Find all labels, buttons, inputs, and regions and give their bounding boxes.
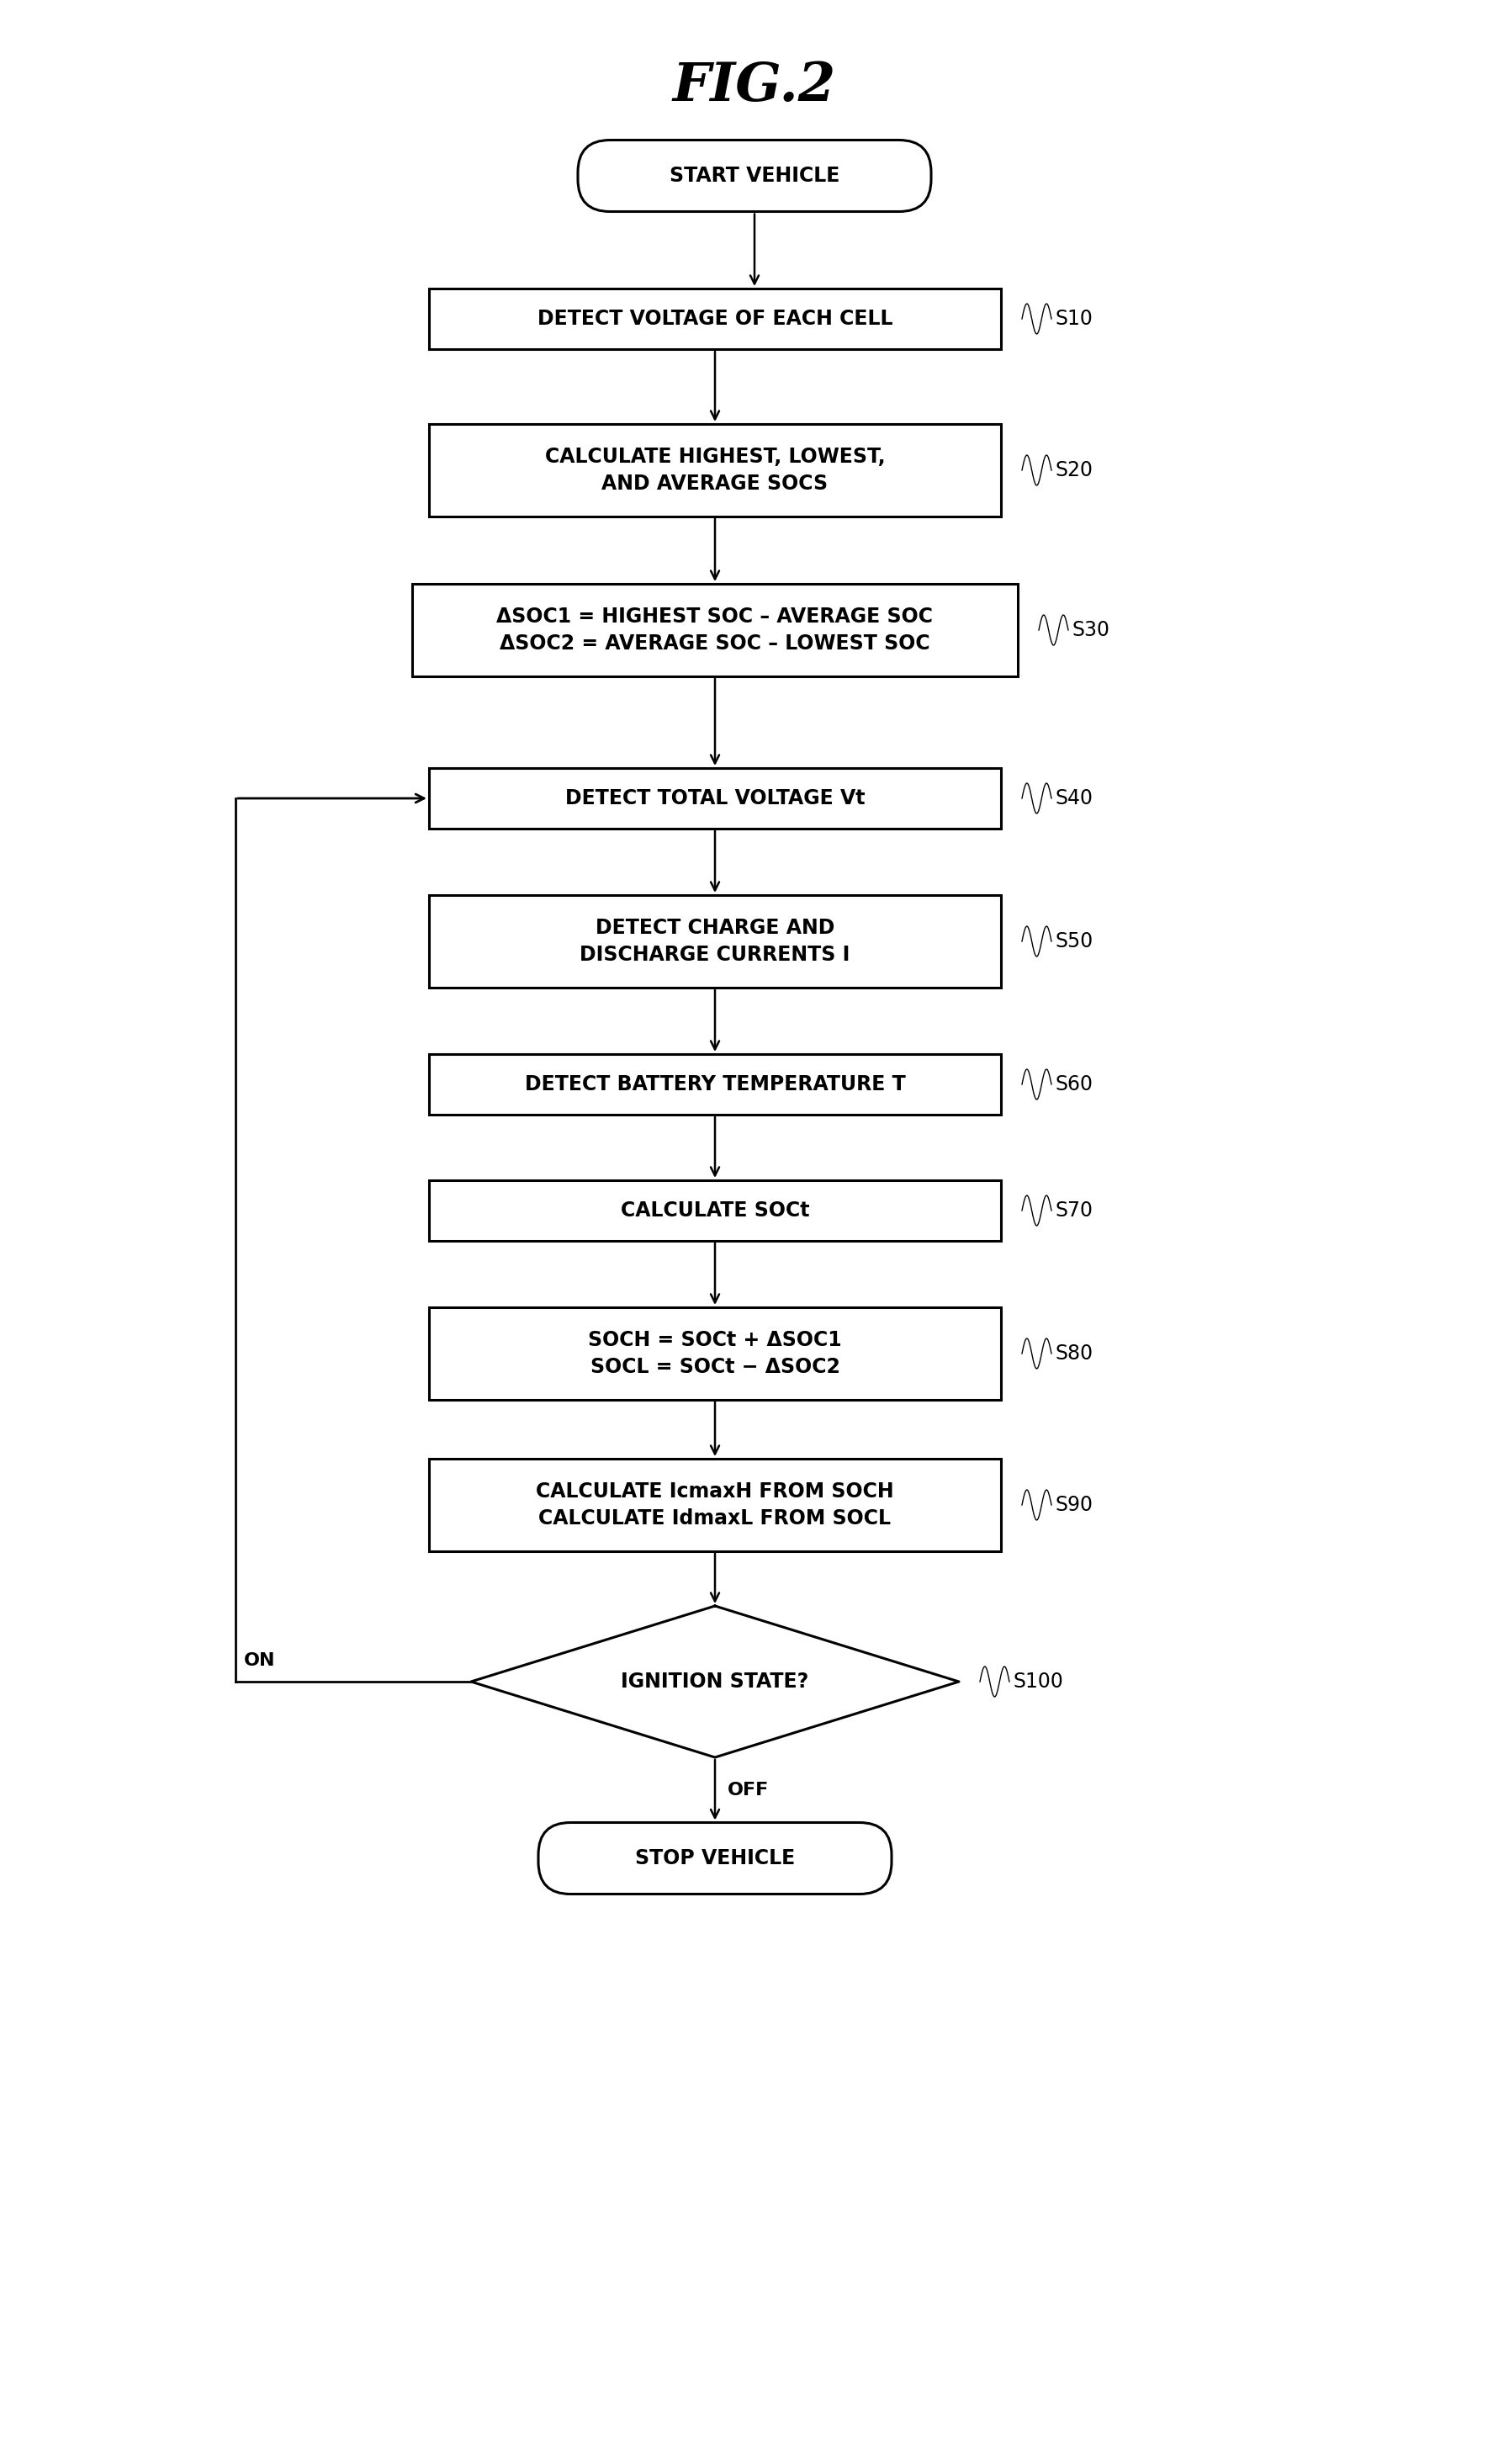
FancyBboxPatch shape bbox=[539, 1823, 892, 1895]
Bar bbox=[429, 288, 1000, 350]
Text: CALCULATE HIGHEST, LOWEST,
AND AVERAGE SOCS: CALCULATE HIGHEST, LOWEST, AND AVERAGE S… bbox=[545, 446, 886, 493]
Text: S50: S50 bbox=[1056, 931, 1094, 951]
Text: S90: S90 bbox=[1056, 1496, 1094, 1515]
Text: STOP VEHICLE: STOP VEHICLE bbox=[635, 1848, 795, 1868]
Bar bbox=[429, 1180, 1000, 1242]
Text: CALCULATE SOCt: CALCULATE SOCt bbox=[620, 1200, 809, 1220]
Text: S40: S40 bbox=[1056, 788, 1094, 808]
Bar bbox=[429, 769, 1000, 828]
Text: FIG.2: FIG.2 bbox=[673, 62, 836, 111]
Text: IGNITION STATE?: IGNITION STATE? bbox=[622, 1671, 809, 1693]
Bar bbox=[429, 894, 1000, 988]
Text: DETECT BATTERY TEMPERATURE T: DETECT BATTERY TEMPERATURE T bbox=[525, 1074, 905, 1094]
Text: CALCULATE IcmaxH FROM SOCH
CALCULATE IdmaxL FROM SOCL: CALCULATE IcmaxH FROM SOCH CALCULATE Idm… bbox=[536, 1481, 893, 1528]
Bar bbox=[429, 1308, 1000, 1400]
Text: ON: ON bbox=[244, 1653, 276, 1668]
Bar bbox=[429, 424, 1000, 517]
Text: OFF: OFF bbox=[727, 1781, 770, 1799]
Bar bbox=[429, 1459, 1000, 1552]
Text: S30: S30 bbox=[1073, 621, 1111, 641]
Polygon shape bbox=[471, 1607, 958, 1757]
Text: S60: S60 bbox=[1056, 1074, 1094, 1094]
Bar bbox=[412, 584, 1017, 675]
Text: START VEHICLE: START VEHICLE bbox=[670, 165, 839, 185]
Text: ΔSOC1 = HIGHEST SOC – AVERAGE SOC
ΔSOC2 = AVERAGE SOC – LOWEST SOC: ΔSOC1 = HIGHEST SOC – AVERAGE SOC ΔSOC2 … bbox=[496, 606, 933, 653]
Text: SOCH = SOCt + ΔSOC1
SOCL = SOCt − ΔSOC2: SOCH = SOCt + ΔSOC1 SOCL = SOCt − ΔSOC2 bbox=[589, 1331, 842, 1377]
Text: S20: S20 bbox=[1056, 461, 1094, 480]
Text: S80: S80 bbox=[1056, 1343, 1094, 1363]
Text: S100: S100 bbox=[1014, 1671, 1064, 1693]
Text: DETECT VOLTAGE OF EACH CELL: DETECT VOLTAGE OF EACH CELL bbox=[537, 308, 893, 328]
Text: S10: S10 bbox=[1056, 308, 1094, 328]
Text: S70: S70 bbox=[1056, 1200, 1094, 1220]
Text: DETECT CHARGE AND
DISCHARGE CURRENTS I: DETECT CHARGE AND DISCHARGE CURRENTS I bbox=[579, 919, 850, 966]
FancyBboxPatch shape bbox=[578, 140, 931, 212]
Text: DETECT TOTAL VOLTAGE Vt: DETECT TOTAL VOLTAGE Vt bbox=[564, 788, 865, 808]
Bar bbox=[429, 1055, 1000, 1114]
